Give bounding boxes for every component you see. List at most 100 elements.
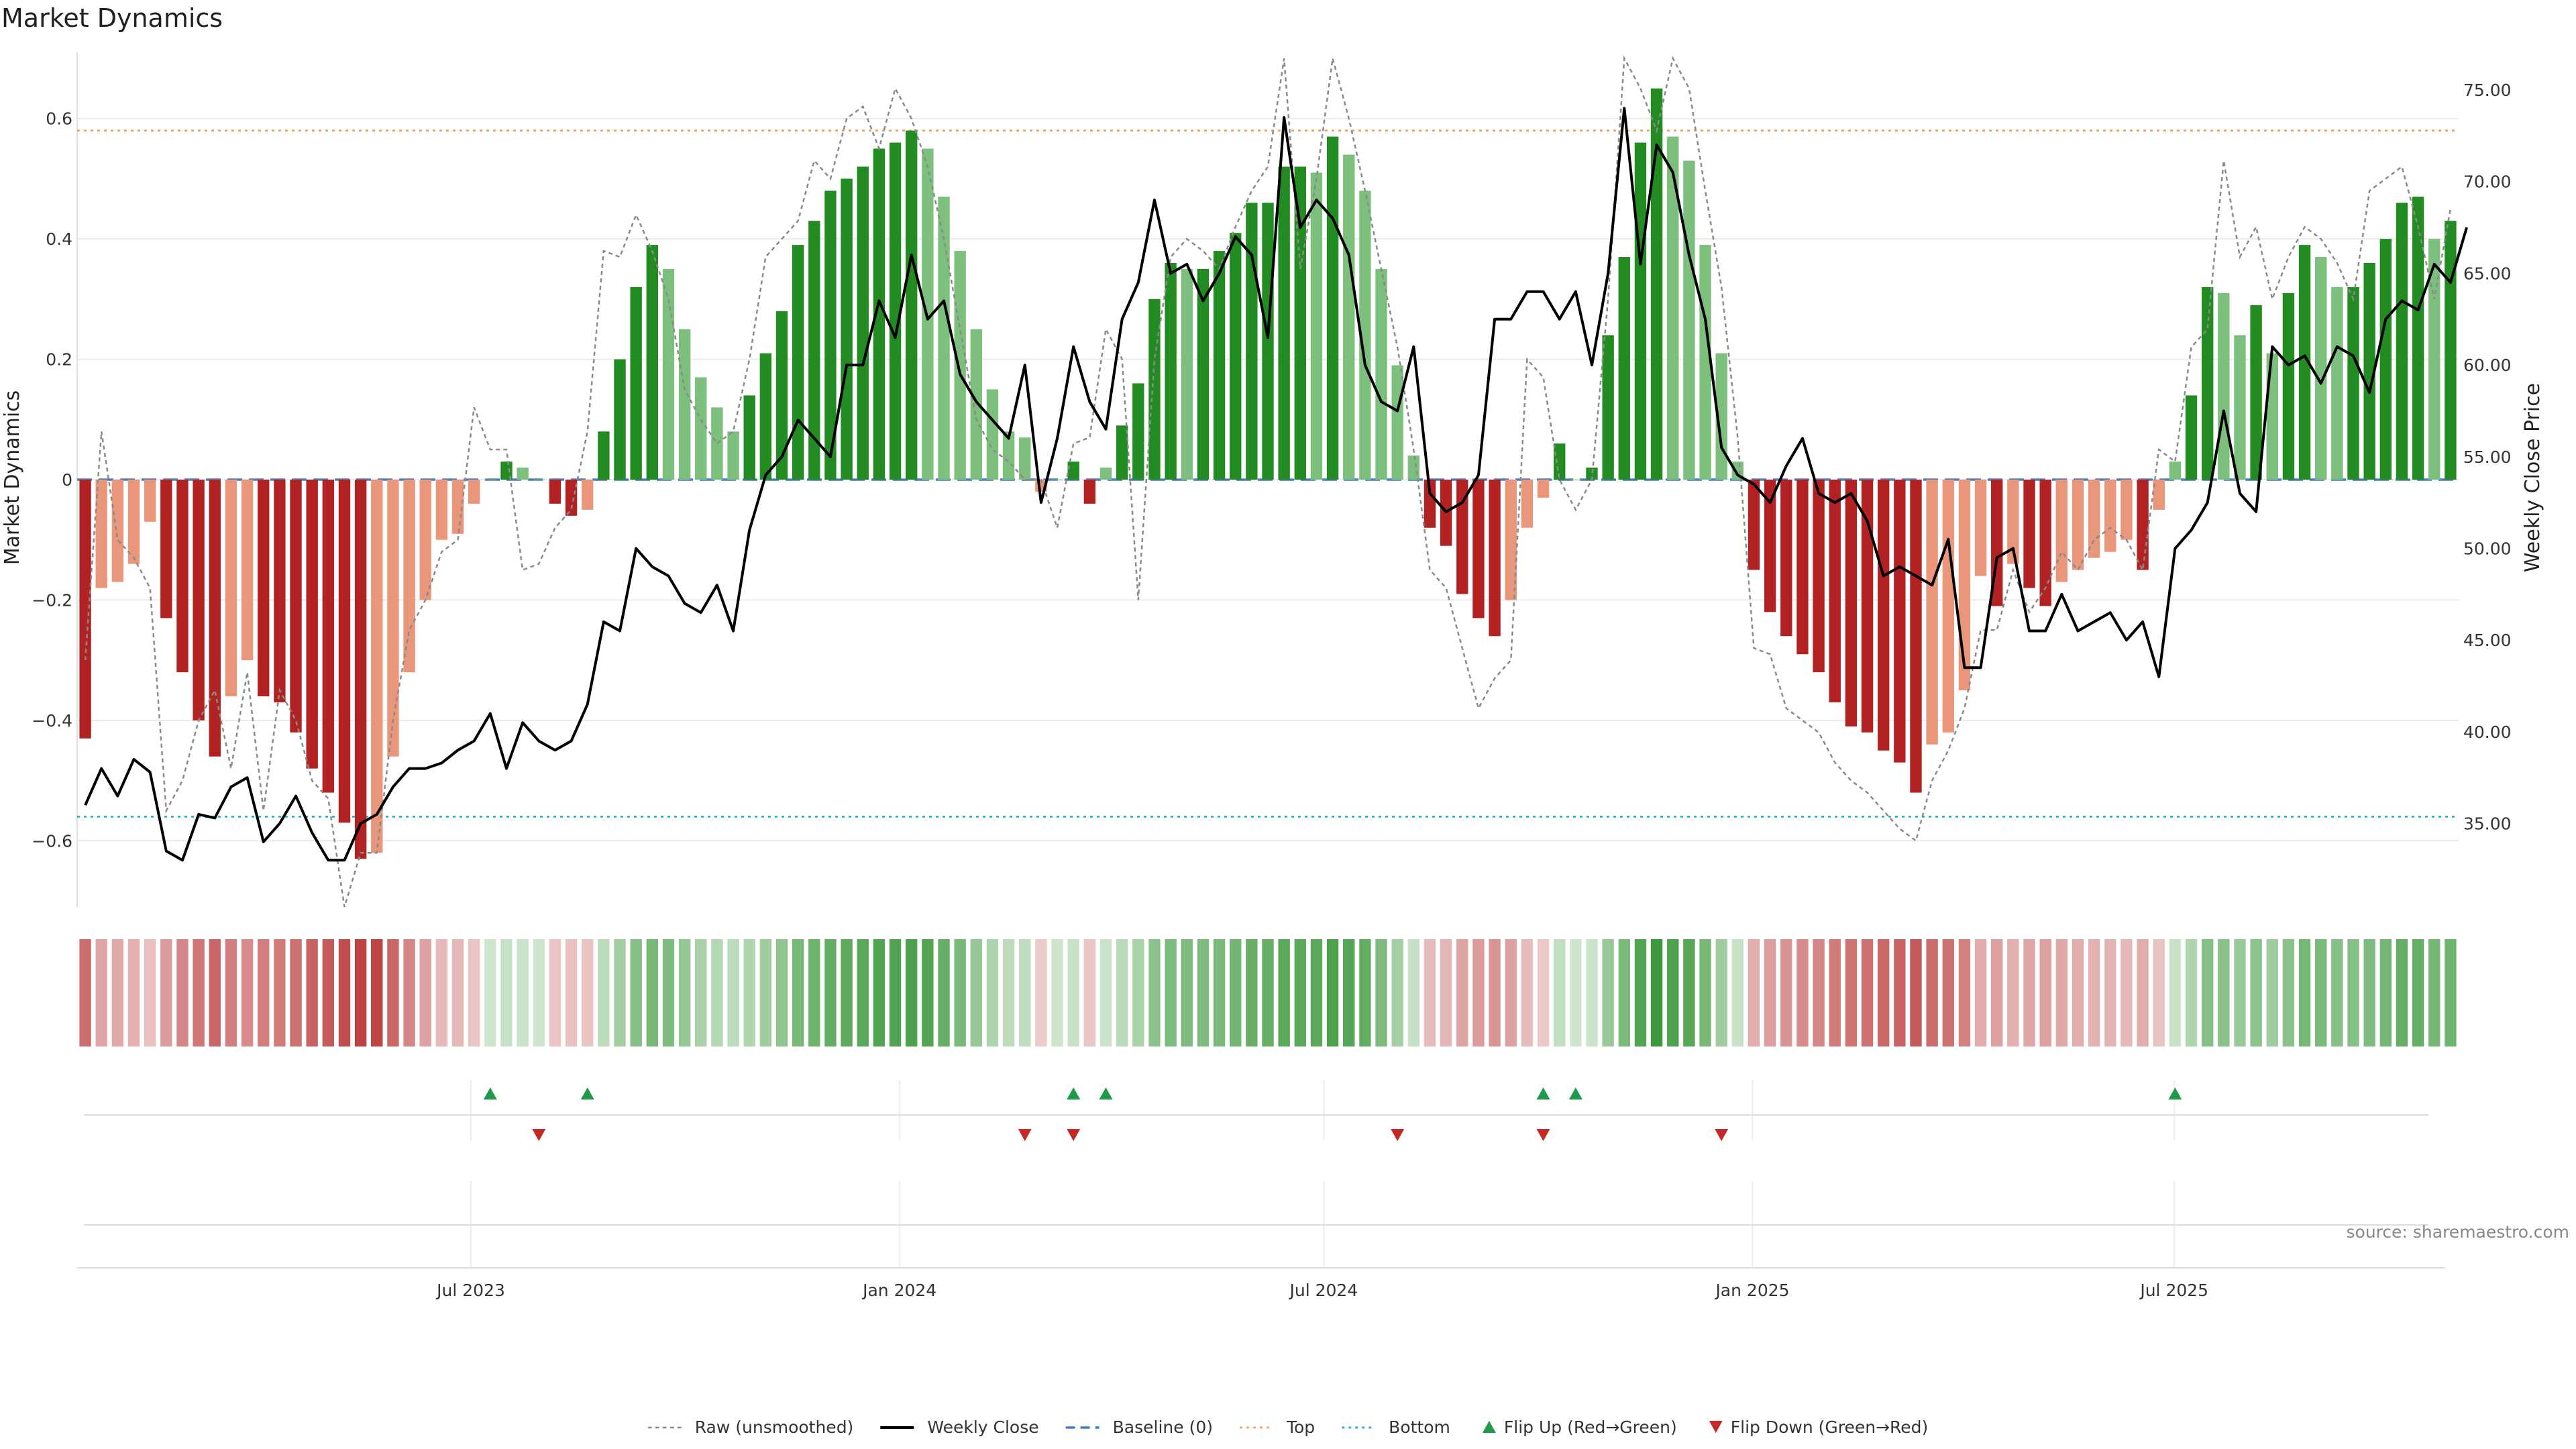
bar [306,480,318,769]
bar [1359,191,1371,480]
bar [1294,166,1306,480]
heat-cell [1213,939,1226,1046]
bar [646,245,659,480]
bar [1554,443,1566,480]
heat-cell [322,939,335,1046]
heat-cell [2234,939,2246,1046]
line-series [84,55,2468,908]
heat-cell [2072,939,2084,1046]
y-tick-label: 0 [62,470,72,490]
source-note: source: sharemaestro.com [2347,1222,2570,1242]
heat-cell [2347,939,2359,1046]
heat-cell [922,939,934,1046]
bar [1116,425,1128,480]
heat-cell [1942,939,1954,1046]
bar [938,197,950,480]
heat-cell [1002,939,1015,1046]
bar [2347,286,2359,480]
heat-cell [1246,939,1258,1046]
bar [193,480,205,720]
bar [1667,136,1679,480]
bar [1877,480,1890,751]
bar [2007,480,2019,564]
bar-series [79,88,2457,859]
legend: Raw (unsmoothed) Weekly Close Baseline (0)… [647,1417,1928,1437]
bar [2266,353,2278,480]
legend-label: Bottom [1389,1417,1450,1437]
bar [2121,480,2133,540]
flip-up-marker [580,1087,594,1099]
bar [2379,239,2392,480]
bar [1780,480,1792,637]
bar [1019,437,1031,480]
bar [387,480,399,757]
bar [2023,480,2035,588]
heat-cell [2201,939,2214,1046]
heat-cell [1699,939,1711,1046]
x-tick-label: Jul 2023 [435,1281,505,1300]
heat-cell [598,939,610,1046]
heat-cell [2218,939,2230,1046]
bar [435,480,448,540]
bar [225,480,237,696]
bar [1715,353,1727,480]
bar [759,353,772,480]
bar [1246,203,1258,480]
heat-cell [354,939,367,1046]
bar [1165,263,1177,480]
heat-cell [1796,939,1809,1046]
heat-cell [646,939,659,1046]
heat-cell [1974,939,1987,1046]
heat-cell [533,939,545,1046]
heat-cell [1861,939,1874,1046]
heat-cell [824,939,837,1046]
heat-cell [662,939,675,1046]
legend-item: Baseline (0) [1065,1417,1213,1437]
bar [2282,292,2295,480]
chart-title: Market Dynamics [1,3,223,33]
heat-cell [2007,939,2019,1046]
heat-cell [1294,939,1306,1046]
heat-cell [484,939,496,1046]
heat-cell [1991,939,2003,1046]
heat-cell [517,939,529,1046]
heat-cell [1683,939,1695,1046]
heat-cell [2169,939,2182,1046]
y-tick-label: 0.6 [46,109,72,129]
heat-cell [1099,939,1112,1046]
heat-cell [2379,939,2392,1046]
bar [1213,251,1226,480]
x-tick-label: Jan 2025 [1714,1281,1789,1300]
bar [144,480,156,522]
heat-cell [1359,939,1371,1046]
bar [1278,166,1290,480]
heat-cell [1780,939,1792,1046]
heat-cell [1456,939,1468,1046]
heat-cell [468,939,480,1046]
heat-cell [1813,939,1825,1046]
bar [371,480,383,853]
heat-cell [695,939,707,1046]
bar [873,148,885,480]
heat-cell [1197,939,1210,1046]
bar [1748,480,1760,570]
bar [1132,383,1144,480]
bar [824,191,837,480]
heat-cell [2266,939,2278,1046]
bar [322,480,335,793]
heat-cell [1877,939,1890,1046]
legend-item: Raw (unsmoothed) [647,1417,854,1437]
flip-up-marker [2168,1087,2182,1099]
heat-cell [1230,939,1242,1046]
y-axis-ticks: −0.6 −0.4 −0.2 0 0.2 0.4 0.6 [32,109,72,851]
bar [1083,480,1096,504]
flip-down-marker [1067,1129,1081,1141]
y-tick-label: −0.6 [32,831,72,851]
bar [1796,480,1809,655]
heat-cell [2282,939,2295,1046]
legend-label: Raw (unsmoothed) [695,1417,854,1437]
bar [1197,268,1210,480]
heat-cell [938,939,950,1046]
bar [1894,480,1906,763]
y2-tick-label: 55.00 [2463,447,2512,467]
